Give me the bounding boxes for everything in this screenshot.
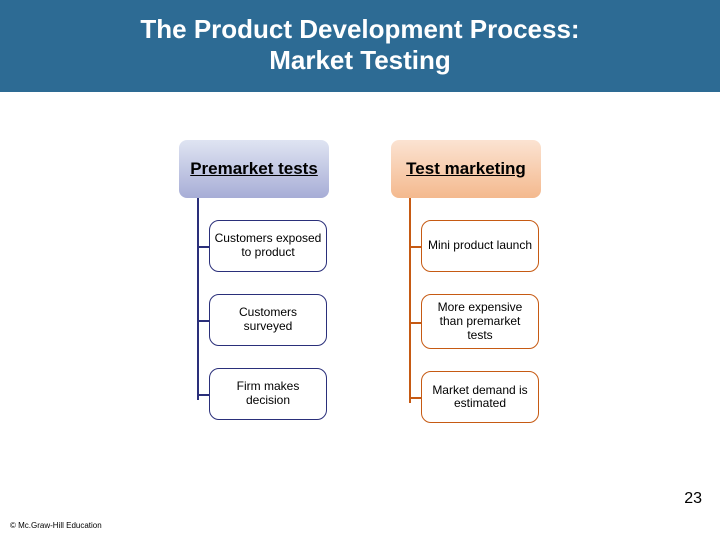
header-test-marketing-label: Test marketing xyxy=(406,159,526,179)
item-box: Market demand is estimated xyxy=(421,371,539,423)
item-label: More expensive than premarket tests xyxy=(426,301,534,342)
column-test-marketing: Test marketing Mini product launch More … xyxy=(391,140,541,423)
item-label: Mini product launch xyxy=(428,239,532,253)
item-box: Mini product launch xyxy=(421,220,539,272)
item-row: Market demand is estimated xyxy=(391,371,541,423)
column-premarket: Premarket tests Customers exposed to pro… xyxy=(179,140,329,423)
item-box: Customers exposed to product xyxy=(209,220,327,272)
item-box: Firm makes decision xyxy=(209,368,327,420)
copyright: © Mc.Graw-Hill Education xyxy=(10,521,102,530)
track-premarket: Customers exposed to product Customers s… xyxy=(179,194,329,420)
diagram: Premarket tests Customers exposed to pro… xyxy=(0,140,720,423)
item-label: Customers exposed to product xyxy=(214,232,322,260)
header-premarket-label: Premarket tests xyxy=(190,159,318,179)
slide: The Product Development Process: Market … xyxy=(0,0,720,540)
item-row: Mini product launch xyxy=(391,220,541,272)
item-box: More expensive than premarket tests xyxy=(421,294,539,349)
title-line-1: The Product Development Process: xyxy=(0,14,720,45)
item-label: Market demand is estimated xyxy=(426,384,534,412)
track-test-marketing: Mini product launch More expensive than … xyxy=(391,194,541,423)
item-label: Firm makes decision xyxy=(214,380,322,408)
item-row: Customers surveyed xyxy=(179,294,329,346)
header-test-marketing: Test marketing xyxy=(391,140,541,198)
item-row: Customers exposed to product xyxy=(179,220,329,272)
item-label: Customers surveyed xyxy=(214,306,322,334)
item-row: More expensive than premarket tests xyxy=(391,294,541,349)
item-box: Customers surveyed xyxy=(209,294,327,346)
page-number: 23 xyxy=(684,490,702,508)
header-premarket: Premarket tests xyxy=(179,140,329,198)
item-row: Firm makes decision xyxy=(179,368,329,420)
title-line-2: Market Testing xyxy=(0,45,720,76)
title-band: The Product Development Process: Market … xyxy=(0,0,720,92)
